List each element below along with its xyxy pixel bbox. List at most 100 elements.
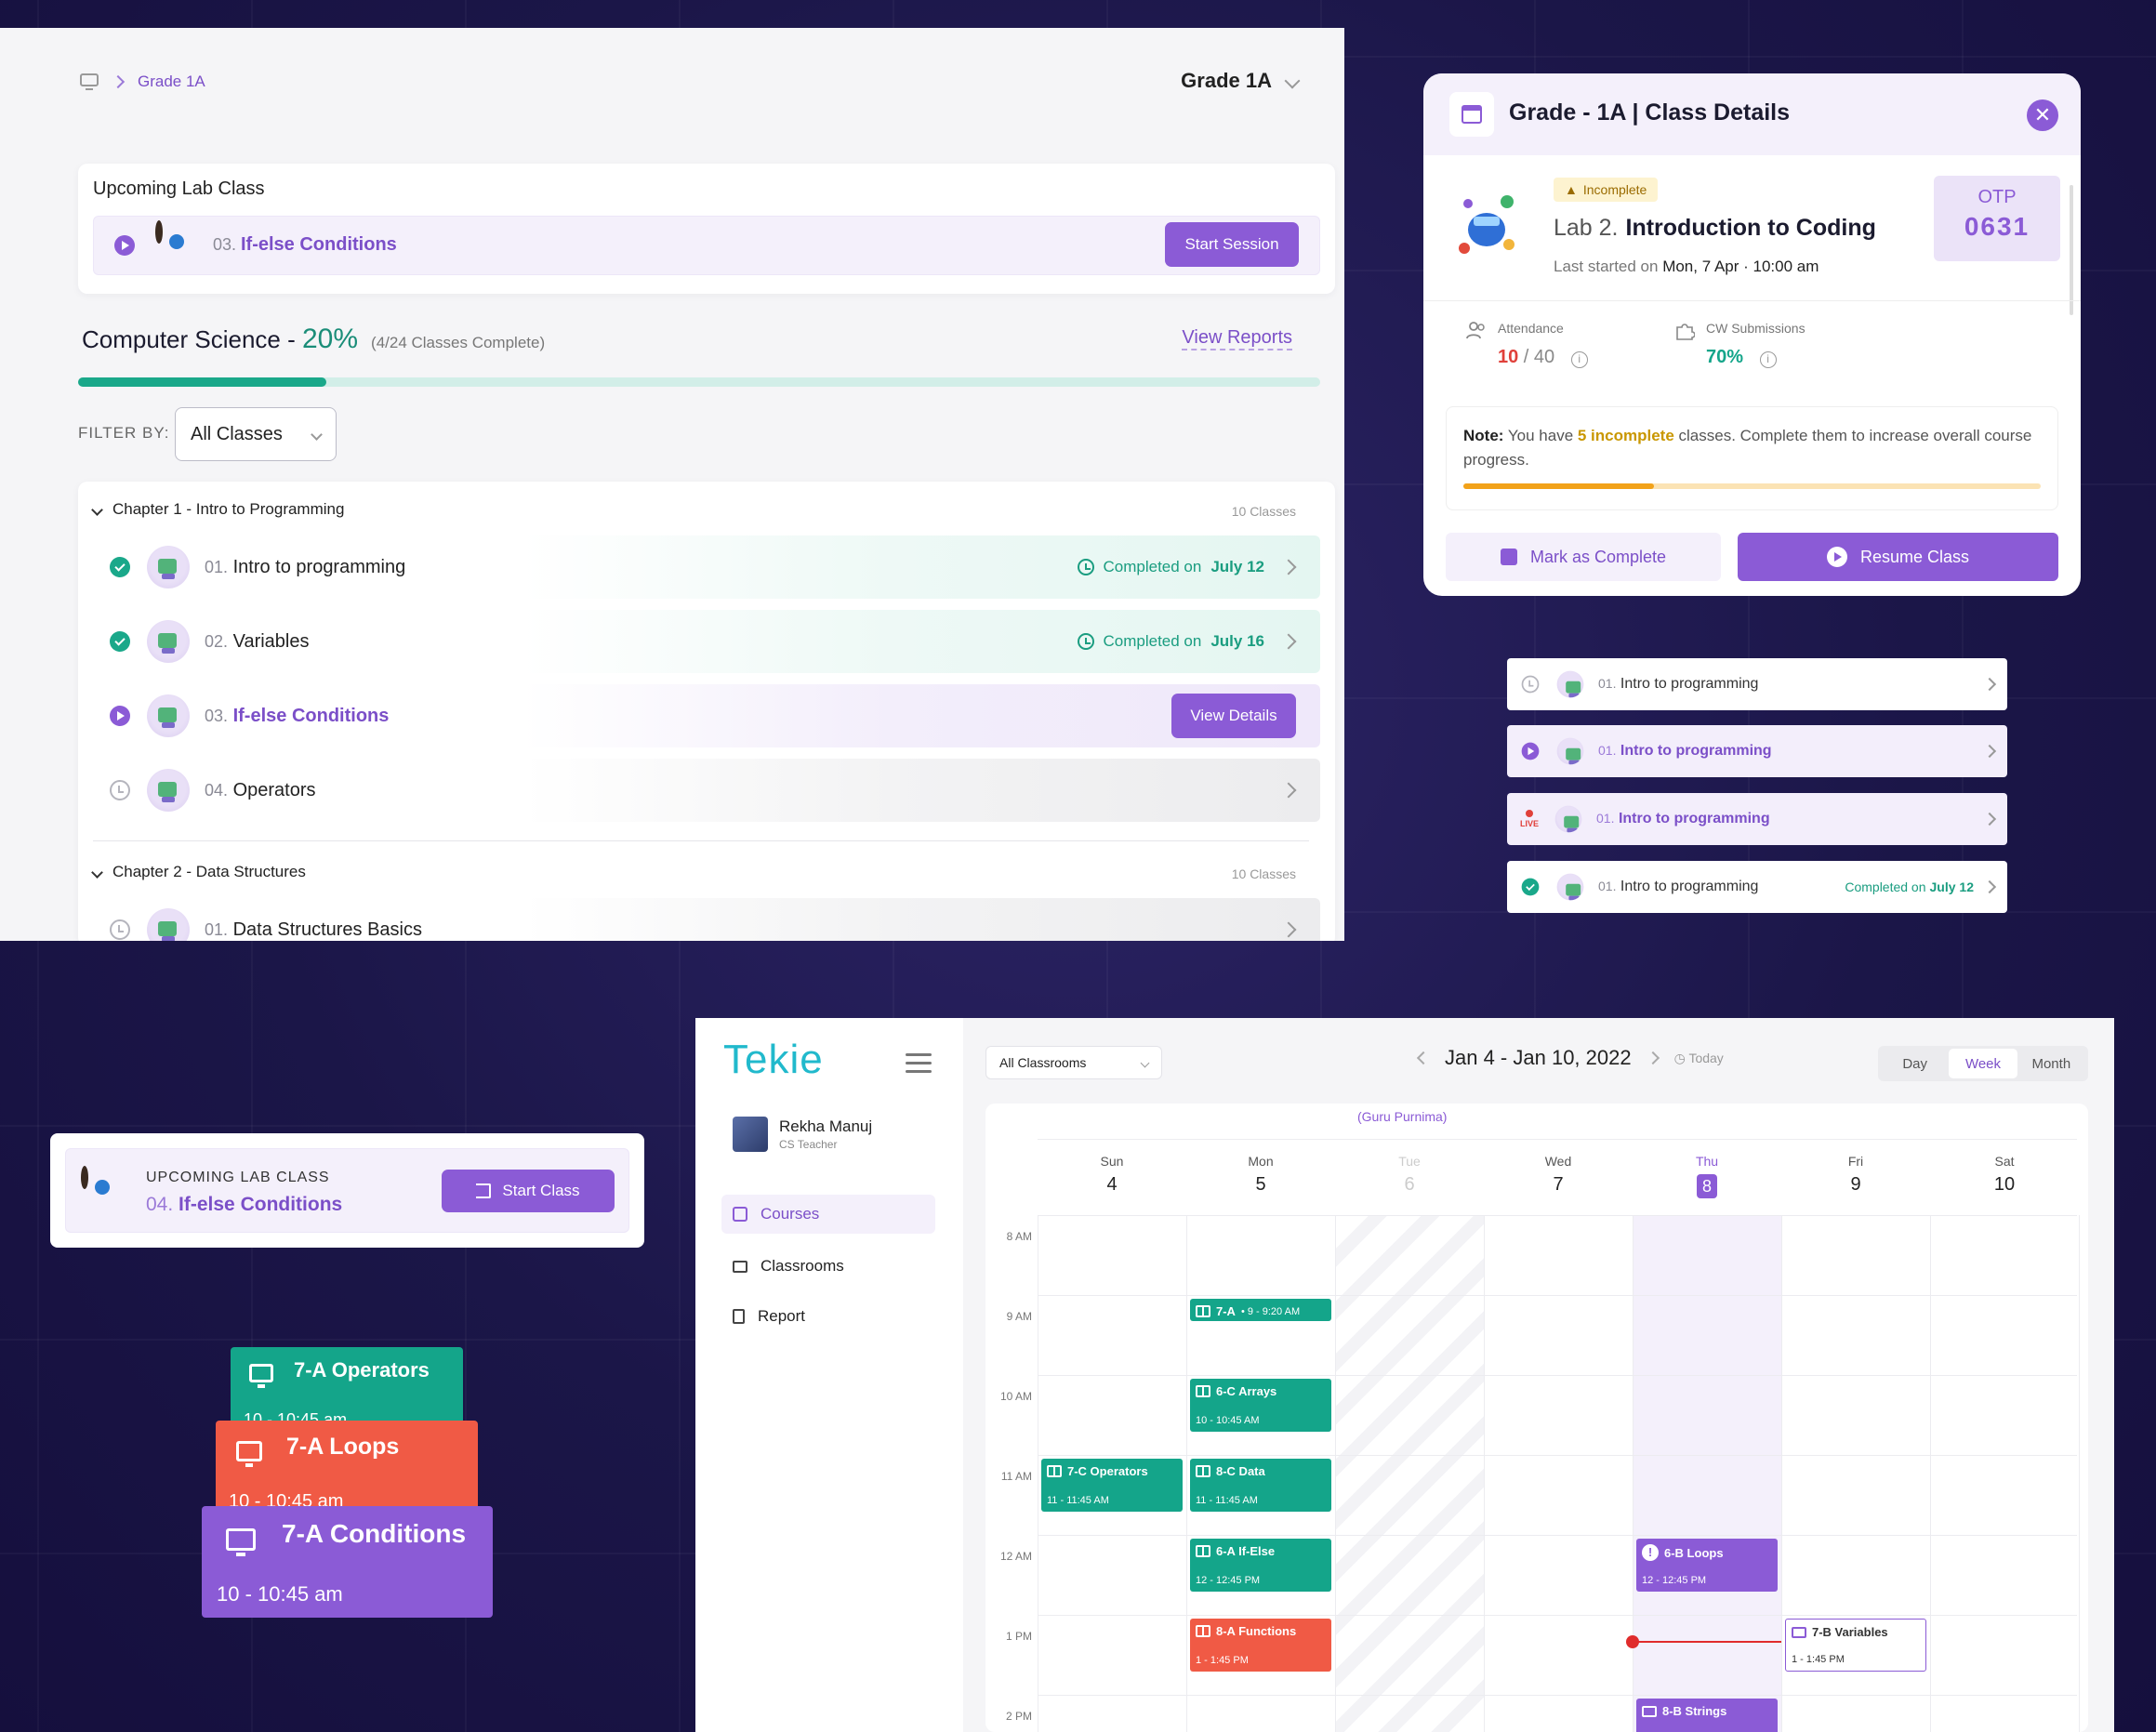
calendar-event[interactable]: 7-B Variables 1 - 1:45 PM — [1785, 1619, 1926, 1672]
day-number: 4 — [1106, 1174, 1118, 1195]
day-header[interactable]: Sun 4 — [1038, 1154, 1186, 1196]
nav-classrooms[interactable]: Classrooms — [721, 1247, 935, 1286]
view-week[interactable]: Week — [1949, 1049, 2017, 1078]
breadcrumb-current[interactable]: Grade 1A — [138, 73, 205, 90]
upcoming-lab-title: Upcoming Lab Class — [93, 178, 265, 199]
resume-label: Resume Class — [1859, 547, 1970, 566]
completed-date: July 12 — [1929, 879, 1974, 894]
view-details-button[interactable]: View Details — [1171, 694, 1296, 738]
lab-avatar — [1554, 805, 1582, 833]
resume-class-button[interactable]: Resume Class — [1738, 533, 2058, 581]
day-header[interactable]: Thu 8 — [1633, 1154, 1781, 1198]
note-progress-fill — [1463, 483, 1654, 489]
info-icon[interactable]: i — [1759, 351, 1777, 368]
note-progress-bar — [1463, 483, 2041, 489]
calendar-event[interactable]: 6-C Arrays 10 - 10:45 AM — [1190, 1379, 1331, 1432]
chapter-header[interactable]: Chapter 2 - Data Structures — [91, 863, 306, 881]
monitor-icon[interactable] — [80, 73, 99, 90]
lab-wheel-icon — [155, 220, 163, 244]
hour-line — [1038, 1615, 2077, 1616]
start-class-button[interactable]: Start Class — [442, 1170, 615, 1212]
start-session-button[interactable]: Start Session — [1165, 222, 1299, 267]
lesson-number: 01. — [205, 557, 229, 576]
course-progress-bar — [78, 377, 1320, 387]
classroom-filter[interactable]: All Classrooms — [985, 1046, 1162, 1079]
lesson-row[interactable]: 02. Variables Completed on July 16 — [93, 610, 1320, 673]
tekie-logo[interactable]: Tekie — [723, 1037, 824, 1082]
lesson-row-done[interactable]: 01. Intro to programming Completed on Ju… — [1507, 861, 2007, 913]
chevron-right-icon — [1280, 782, 1297, 799]
calendar-event[interactable]: ! 6-B Loops 12 - 12:45 PM — [1636, 1539, 1778, 1592]
session-card-conditions[interactable]: 7-A Conditions 10 - 10:45 am — [202, 1506, 493, 1618]
day-number: 9 — [1850, 1174, 1861, 1195]
view-reports-link[interactable]: View Reports — [1182, 327, 1292, 350]
upcoming-label: UPCOMING LAB CLASS — [146, 1170, 330, 1185]
chevron-left-icon[interactable] — [1416, 1051, 1431, 1065]
last-started-value: Mon, 7 Apr · 10:00 am — [1662, 258, 1819, 275]
calendar-event[interactable]: 6-A If-Else 12 - 12:45 PM — [1190, 1539, 1331, 1592]
view-month[interactable]: Month — [2031, 1055, 2071, 1072]
lesson-number: 01. — [1598, 743, 1617, 758]
calendar-event[interactable]: 8-A Functions 1 - 1:45 PM — [1190, 1619, 1331, 1672]
view-day[interactable]: Day — [1902, 1055, 1927, 1072]
info-icon[interactable]: i — [1570, 351, 1588, 368]
alert-icon: ! — [1642, 1544, 1659, 1561]
lesson-row[interactable]: 04. Operators — [93, 759, 1320, 822]
event-title: 8-C Data — [1216, 1464, 1265, 1478]
chevron-down-icon — [91, 503, 103, 516]
history-icon — [110, 780, 130, 800]
day-header[interactable]: Mon 5 — [1186, 1154, 1335, 1196]
user-profile[interactable]: Rekha Manuj CS Teacher — [733, 1117, 872, 1152]
lesson-row[interactable]: 03. If-else Conditions View Details — [93, 684, 1320, 747]
hour-line — [1038, 1455, 2077, 1456]
close-button[interactable]: ✕ — [2027, 99, 2058, 131]
event-time: 12 - 12:45 PM — [1196, 1574, 1261, 1586]
lesson-row-current[interactable]: 01. Intro to programming — [1507, 725, 2007, 777]
day-name: Mon — [1248, 1154, 1274, 1169]
day-header[interactable]: Sat 10 — [1930, 1154, 2079, 1196]
menu-icon[interactable] — [906, 1053, 932, 1078]
day-number: 10 — [1993, 1174, 2016, 1195]
filter-select[interactable]: All Classes — [175, 407, 337, 461]
chapter-header[interactable]: Chapter 1 - Intro to Programming — [91, 500, 344, 519]
chevron-right-icon[interactable] — [1646, 1051, 1660, 1065]
book-icon — [1047, 1465, 1062, 1477]
chevron-down-icon — [1284, 73, 1301, 89]
nav-report[interactable]: Report — [721, 1297, 935, 1336]
courses-icon — [733, 1207, 747, 1222]
otp-value: 0631 — [1964, 212, 2030, 241]
event-title: 8-B Strings — [1662, 1704, 1727, 1718]
lesson-number: 01. — [1596, 811, 1615, 826]
today-button[interactable]: ◷ Today — [1673, 1050, 1724, 1065]
calendar-event[interactable]: 8-B Strings — [1636, 1699, 1778, 1732]
check-icon — [1521, 878, 1540, 896]
start-class-label: Start Class — [502, 1182, 580, 1199]
course-summary: (4/24 Classes Complete) — [371, 334, 546, 351]
lesson-row[interactable]: 01. Data Structures Basics — [93, 898, 1320, 941]
calendar-event[interactable]: 8-C Data 11 - 11:45 AM — [1190, 1459, 1331, 1512]
book-icon — [1196, 1385, 1210, 1397]
day-header[interactable]: Wed 7 — [1484, 1154, 1633, 1196]
hour-label: 12 AM — [999, 1550, 1032, 1563]
nav-courses[interactable]: Courses — [721, 1195, 935, 1234]
attendance-value: 10 / 40 i — [1498, 347, 1588, 368]
grade-selector[interactable]: Grade 1A — [1181, 69, 1301, 93]
note-box: Note: You have 5 incomplete classes. Com… — [1446, 406, 2058, 510]
lesson-number: 04. — [205, 780, 229, 800]
modal-header: Grade - 1A | Class Details ✕ — [1423, 73, 2081, 155]
mark-complete-button[interactable]: Mark as Complete — [1446, 533, 1721, 581]
day-header[interactable]: Tue 6 — [1335, 1154, 1484, 1196]
lesson-row-live[interactable]: LIVE 01. Intro to programming — [1507, 793, 2007, 845]
modal-scrollbar[interactable] — [2070, 185, 2073, 315]
calendar-event[interactable]: 7-A • 9 - 9:20 AM — [1190, 1299, 1331, 1321]
hour-label: 1 PM — [1005, 1630, 1032, 1643]
column-line — [1335, 1215, 1336, 1732]
course-progress-panel: Grade 1A Grade 1A Upcoming Lab Class 03.… — [0, 28, 1344, 941]
enter-icon — [476, 1183, 492, 1198]
warning-icon: ▲ — [1565, 182, 1578, 197]
column-line — [1781, 1215, 1782, 1732]
day-header[interactable]: Fri 9 — [1781, 1154, 1930, 1196]
calendar-event[interactable]: 7-C Operators 11 - 11:45 AM — [1041, 1459, 1183, 1512]
lesson-row[interactable]: 01. Intro to programming Completed on Ju… — [93, 535, 1320, 599]
lesson-row-pending[interactable]: 01. Intro to programming — [1507, 658, 2007, 710]
